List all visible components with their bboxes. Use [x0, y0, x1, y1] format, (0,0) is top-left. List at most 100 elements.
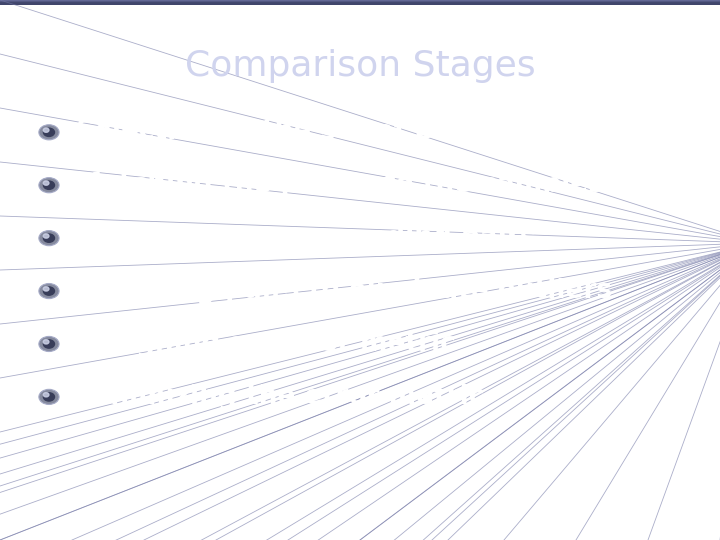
- Bar: [0, 2, 720, 4]
- Bar: [0, 3, 720, 5]
- Bar: [0, 3, 720, 5]
- Bar: [0, 2, 720, 5]
- Bar: [0, 1, 720, 4]
- Bar: [0, 2, 720, 5]
- Bar: [0, 3, 720, 5]
- Bar: [0, 1, 720, 4]
- Bar: [0, 1, 720, 4]
- Bar: [0, 2, 720, 4]
- Bar: [0, 1, 720, 3]
- Bar: [0, 2, 720, 5]
- Bar: [0, 0, 720, 3]
- Circle shape: [39, 125, 59, 140]
- Bar: [0, 2, 720, 4]
- Bar: [0, 1, 720, 3]
- Bar: [0, 2, 720, 5]
- Text: the points to the samples: the points to the samples: [213, 172, 604, 198]
- Bar: [0, 1, 720, 3]
- Bar: [0, 2, 720, 4]
- Text: the error metric: the error metric: [238, 384, 485, 410]
- Bar: [0, 2, 720, 4]
- Bar: [0, 3, 720, 5]
- Bar: [0, 1, 720, 3]
- Bar: [0, 2, 720, 5]
- Bar: [0, 1, 720, 4]
- Bar: [0, 2, 720, 4]
- Bar: [0, 1, 720, 3]
- Bar: [0, 3, 720, 5]
- Bar: [0, 1, 720, 3]
- Bar: [0, 1, 720, 3]
- Text: Minimizing: Minimizing: [76, 384, 238, 410]
- Bar: [0, 1, 720, 4]
- Bar: [0, 1, 720, 4]
- Bar: [0, 2, 720, 4]
- Bar: [0, 2, 720, 4]
- Bar: [0, 1, 720, 4]
- Bar: [0, 1, 720, 3]
- Bar: [0, 2, 720, 4]
- Bar: [0, 2, 720, 4]
- Bar: [0, 2, 720, 5]
- Bar: [0, 2, 720, 5]
- Bar: [0, 2, 720, 5]
- Bar: [0, 3, 720, 5]
- Circle shape: [43, 287, 55, 295]
- Bar: [0, 1, 720, 4]
- Bar: [0, 2, 720, 5]
- Bar: [0, 2, 720, 5]
- Bar: [0, 0, 720, 3]
- Bar: [0, 1, 720, 3]
- Bar: [0, 0, 720, 3]
- Bar: [0, 2, 720, 4]
- Bar: [0, 1, 720, 3]
- Bar: [0, 3, 720, 5]
- Bar: [0, 2, 720, 4]
- Bar: [0, 2, 720, 5]
- Bar: [0, 0, 720, 3]
- Bar: [0, 0, 720, 3]
- Text: Selection: Selection: [76, 119, 214, 145]
- Bar: [0, 2, 720, 4]
- Bar: [0, 1, 720, 3]
- Bar: [0, 3, 720, 5]
- Text: pairs to eliminate outliers: pairs to eliminate outliers: [216, 278, 612, 304]
- Bar: [0, 1, 720, 4]
- Bar: [0, 2, 720, 4]
- Bar: [0, 1, 720, 4]
- Bar: [0, 2, 720, 4]
- Bar: [0, 2, 720, 4]
- Bar: [0, 2, 720, 5]
- Circle shape: [43, 393, 49, 397]
- Circle shape: [43, 340, 49, 344]
- Bar: [0, 1, 720, 3]
- Bar: [0, 0, 720, 3]
- Bar: [0, 3, 720, 5]
- Bar: [0, 0, 720, 3]
- Bar: [0, 3, 720, 5]
- Bar: [0, 2, 720, 4]
- Bar: [0, 2, 720, 4]
- Bar: [0, 0, 720, 3]
- Circle shape: [43, 234, 49, 238]
- Bar: [0, 2, 720, 5]
- Bar: [0, 1, 720, 4]
- Bar: [0, 2, 720, 4]
- Bar: [0, 2, 720, 5]
- Bar: [0, 2, 720, 4]
- Bar: [0, 2, 720, 4]
- Bar: [0, 2, 720, 5]
- Bar: [0, 1, 720, 3]
- Bar: [0, 0, 720, 3]
- Bar: [0, 0, 720, 3]
- Circle shape: [43, 181, 49, 185]
- Bar: [0, 1, 720, 4]
- Bar: [0, 2, 720, 4]
- Bar: [0, 1, 720, 4]
- Bar: [0, 2, 720, 5]
- Bar: [0, 2, 720, 5]
- Bar: [0, 2, 720, 4]
- Bar: [0, 2, 720, 5]
- Bar: [0, 1, 720, 4]
- Bar: [0, 1, 720, 4]
